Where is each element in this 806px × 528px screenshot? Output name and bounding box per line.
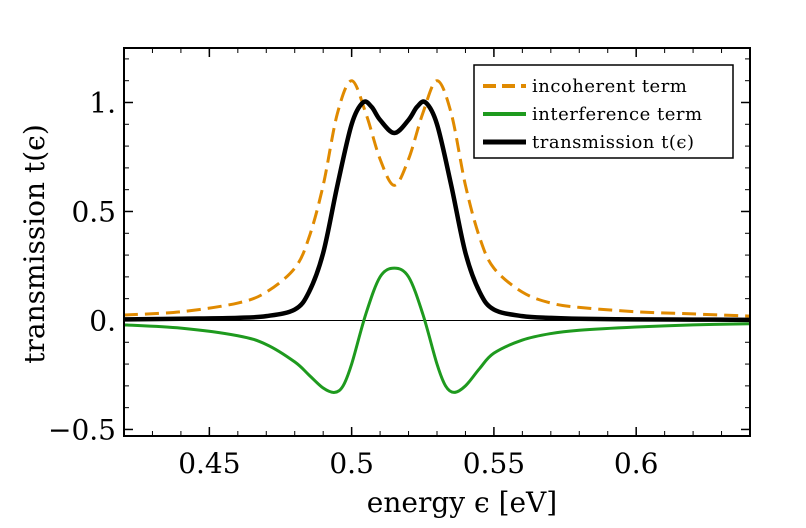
plot-frame [123, 47, 751, 437]
y-tick-label: 0. [89, 304, 116, 337]
x-tick-label: 0.5 [329, 447, 374, 480]
y-tick-label: 0.5 [71, 195, 116, 228]
series-interference-term [123, 266, 751, 394]
x-tick-label: 0.6 [614, 447, 659, 480]
y-tick-label: 1. [89, 86, 116, 119]
x-axis-title: energy ϵ [eV] [367, 486, 557, 519]
legend-label-transmission: transmission t(ϵ) [532, 132, 694, 153]
x-tick-label: 0.55 [463, 447, 525, 480]
legend: incoherent term interference term transm… [473, 64, 734, 159]
legend-label-interference: interference term [532, 104, 703, 125]
legend-label-incoherent: incoherent term [532, 76, 687, 97]
series-incoherent-term [123, 79, 751, 318]
series-transmission [123, 99, 751, 323]
tick-labels: 0.45 0.5 0.55 0.6 −0.5 0. 0.5 1. [48, 86, 658, 480]
series-layer [123, 79, 751, 394]
y-axis-title: transmission t(ϵ) [18, 124, 51, 364]
y-tick-label: −0.5 [48, 413, 116, 446]
x-tick-label: 0.45 [178, 447, 240, 480]
